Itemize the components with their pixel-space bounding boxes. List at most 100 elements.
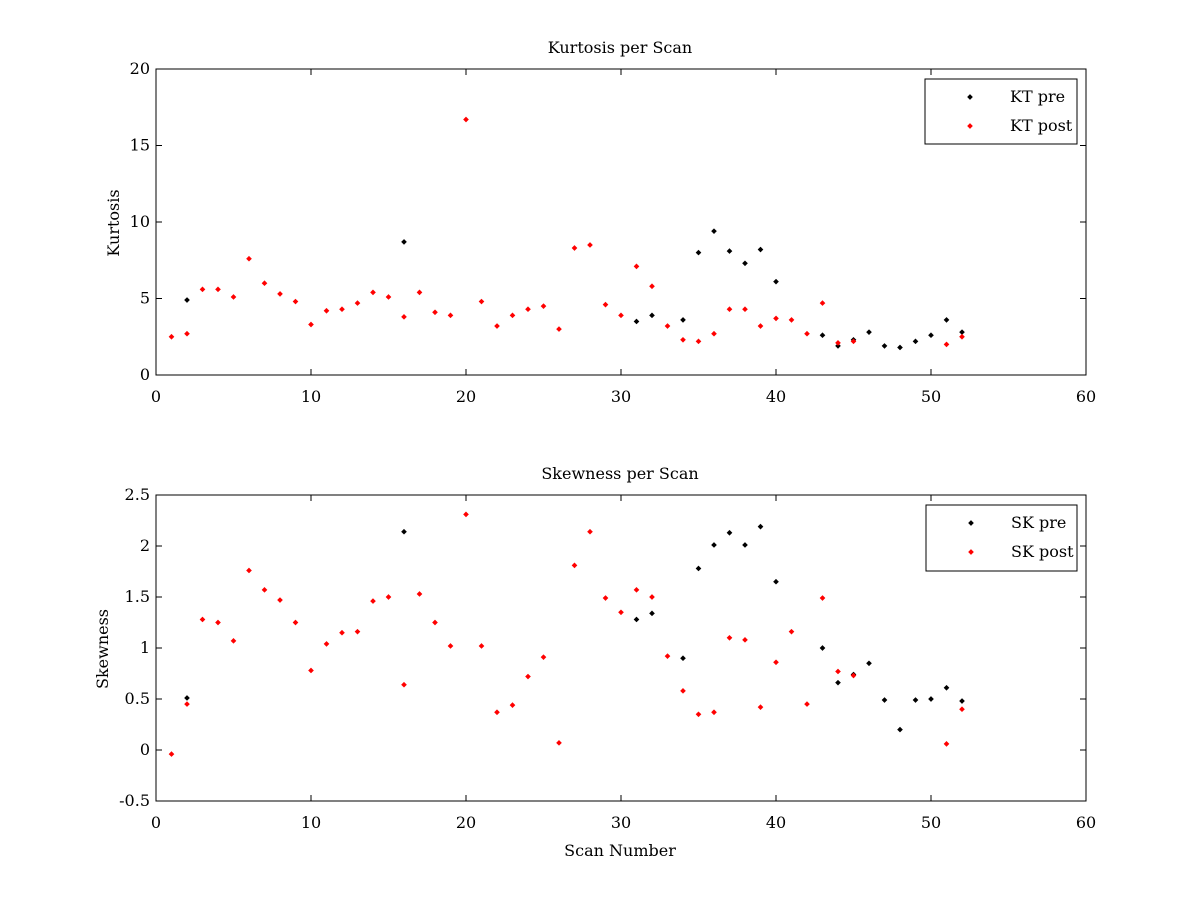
data-point <box>246 255 252 262</box>
data-point <box>850 338 857 345</box>
data-point <box>649 283 655 290</box>
data-point <box>261 280 268 287</box>
y-tick-label: 10 <box>130 212 150 231</box>
data-point <box>571 562 578 569</box>
data-point <box>199 286 206 293</box>
series-1 <box>168 116 965 348</box>
data-point <box>478 643 485 649</box>
data-point <box>370 289 376 296</box>
x-tick-label: 20 <box>456 387 476 406</box>
data-point <box>618 609 624 616</box>
series-1 <box>168 511 965 757</box>
data-point <box>819 332 826 339</box>
data-point <box>711 228 717 235</box>
data-point <box>680 336 686 343</box>
data-point <box>866 660 872 667</box>
data-point <box>587 528 593 535</box>
data-point <box>804 330 810 337</box>
data-point <box>401 239 407 245</box>
data-point <box>897 344 903 351</box>
data-point <box>835 343 841 349</box>
data-point <box>742 306 748 313</box>
data-point <box>742 542 748 548</box>
data-point <box>680 317 686 323</box>
y-tick-label: 2 <box>140 536 150 555</box>
data-point <box>943 317 950 323</box>
x-tick-label: 0 <box>151 387 161 406</box>
data-point <box>494 323 500 329</box>
data-point <box>525 306 531 313</box>
data-point <box>432 309 438 316</box>
data-point <box>835 668 841 675</box>
data-point <box>633 587 640 593</box>
legend-label: SK pre <box>1011 513 1066 532</box>
data-point <box>959 333 965 340</box>
data-point <box>323 307 330 314</box>
data-point <box>168 333 175 340</box>
data-point <box>447 312 454 319</box>
data-point <box>742 637 748 643</box>
y-tick-label: 0 <box>140 740 150 759</box>
data-point <box>881 343 888 349</box>
data-point <box>912 697 919 703</box>
data-point <box>850 672 857 679</box>
legend-label: KT post <box>1010 116 1073 135</box>
data-point <box>959 329 965 335</box>
data-point <box>277 291 283 297</box>
data-point <box>943 684 950 691</box>
data-point <box>711 542 717 548</box>
x-tick-label: 60 <box>1076 813 1096 832</box>
x-tick-label: 30 <box>611 387 631 406</box>
x-tick-label: 10 <box>301 813 321 832</box>
data-point <box>773 315 779 322</box>
y-tick-label: 20 <box>130 59 150 78</box>
y-axis-title: Skewness <box>93 609 112 689</box>
x-tick-label: 50 <box>921 813 941 832</box>
data-point <box>571 245 578 251</box>
data-point <box>323 641 330 647</box>
data-point <box>370 598 376 604</box>
x-tick-label: 60 <box>1076 387 1096 406</box>
data-point <box>509 312 516 319</box>
legend-marker <box>967 123 973 129</box>
data-point <box>556 326 562 332</box>
data-point <box>726 248 733 254</box>
data-point <box>494 709 500 716</box>
data-point <box>928 696 934 702</box>
data-point <box>416 289 423 296</box>
data-point <box>432 619 438 626</box>
data-point <box>757 246 764 253</box>
y-tick-label: 0 <box>140 365 150 384</box>
legend-box <box>925 504 1078 572</box>
data-point <box>292 619 299 626</box>
x-tick-label: 40 <box>766 813 786 832</box>
data-point <box>401 528 407 535</box>
y-tick-label: 1 <box>140 638 150 657</box>
data-point <box>649 610 655 617</box>
y-tick-label: -0.5 <box>119 791 150 810</box>
data-point <box>819 645 826 651</box>
data-point <box>664 653 671 659</box>
chart-title: Skewness per Scan <box>541 464 698 483</box>
data-point <box>556 740 562 746</box>
data-point <box>168 751 175 757</box>
data-point <box>959 698 965 704</box>
data-point <box>773 659 779 666</box>
skewness-subplot: Skewness per Scan Skewness Scan Number 0… <box>93 464 1096 860</box>
data-point <box>215 619 221 626</box>
data-point <box>866 329 872 335</box>
data-point <box>215 286 221 293</box>
data-point <box>416 591 423 597</box>
data-point <box>695 565 702 572</box>
data-point <box>726 634 733 641</box>
data-point <box>261 587 268 593</box>
data-point <box>649 312 655 319</box>
data-point <box>726 529 733 536</box>
data-point <box>757 323 764 329</box>
data-point <box>339 629 345 636</box>
legend-marker <box>967 94 973 100</box>
data-point <box>246 567 252 574</box>
data-point <box>633 616 640 623</box>
